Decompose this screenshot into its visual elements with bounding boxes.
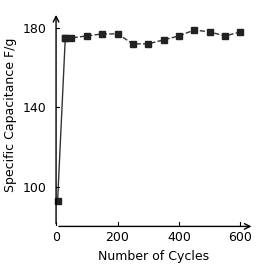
X-axis label: Number of Cycles: Number of Cycles bbox=[98, 250, 209, 263]
Y-axis label: Specific Capacitance F/g: Specific Capacitance F/g bbox=[4, 38, 17, 193]
